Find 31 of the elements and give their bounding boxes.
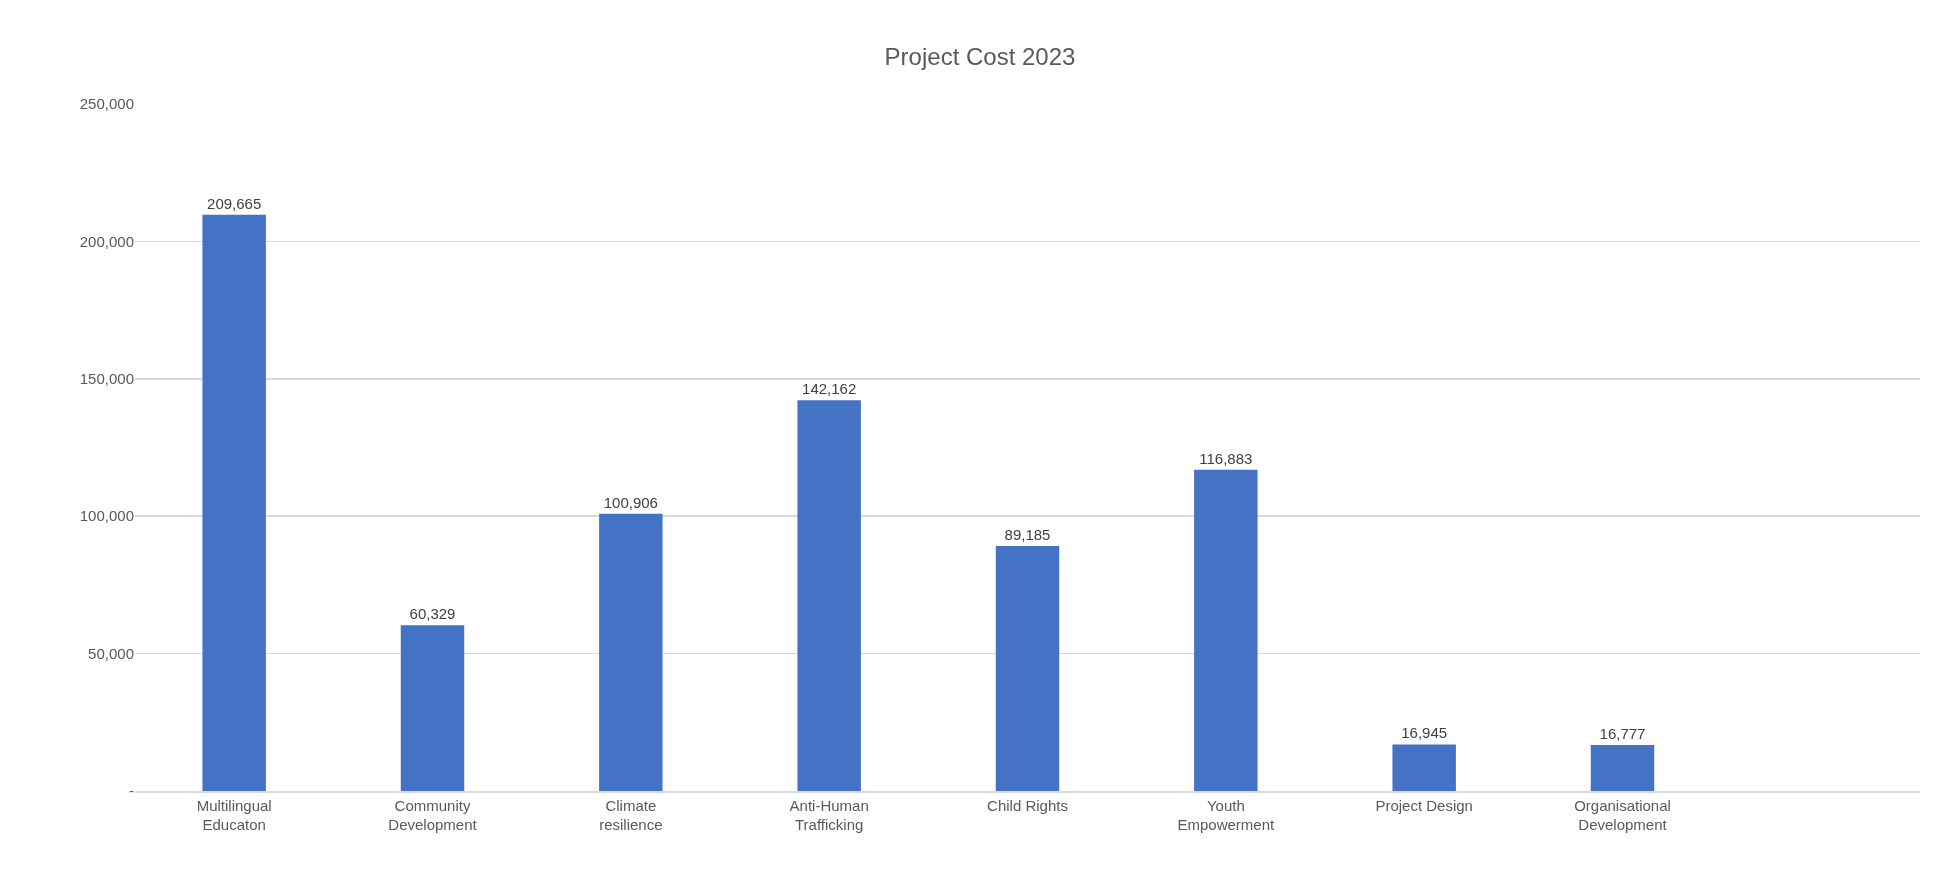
y-tick-label: 250,000	[79, 95, 134, 113]
bar	[202, 214, 266, 791]
data-label: 116,883	[1199, 449, 1253, 467]
x-tick-label: Youth Empowerment	[1177, 796, 1276, 833]
bar	[995, 545, 1060, 791]
x-tick-label: Organisational Development	[1574, 796, 1671, 833]
data-label: 209,665	[207, 194, 262, 212]
bar	[797, 400, 861, 791]
x-tick-label: Community Development	[388, 796, 478, 833]
x-tick-label: Child Rights	[987, 796, 1068, 814]
bar	[1392, 744, 1456, 791]
x-tick-label: Climate resilience	[599, 796, 663, 833]
y-tick-label: 50,000	[88, 644, 134, 662]
data-label: 142,162	[802, 380, 857, 398]
chart-title: Project Cost 2023	[884, 43, 1076, 71]
bar	[1590, 744, 1655, 791]
x-tick-label: Anti-Human Trafficking	[789, 796, 869, 833]
y-tick-label: 200,000	[79, 232, 134, 250]
x-tick-label: Project Design	[1375, 796, 1473, 814]
bar	[599, 513, 663, 791]
data-label: 60,329	[409, 605, 456, 623]
data-label: 16,945	[1401, 724, 1448, 742]
bar	[400, 625, 465, 791]
y-tick-label: -	[129, 782, 134, 800]
data-label: 89,185	[1004, 525, 1051, 543]
data-label: 16,777	[1599, 724, 1646, 742]
y-tick-label: 100,000	[79, 507, 134, 525]
bar	[1194, 469, 1258, 791]
y-tick-label: 150,000	[79, 370, 134, 388]
data-label: 100,906	[603, 493, 658, 511]
x-tick-label: Multilingual Educaton	[196, 796, 272, 833]
